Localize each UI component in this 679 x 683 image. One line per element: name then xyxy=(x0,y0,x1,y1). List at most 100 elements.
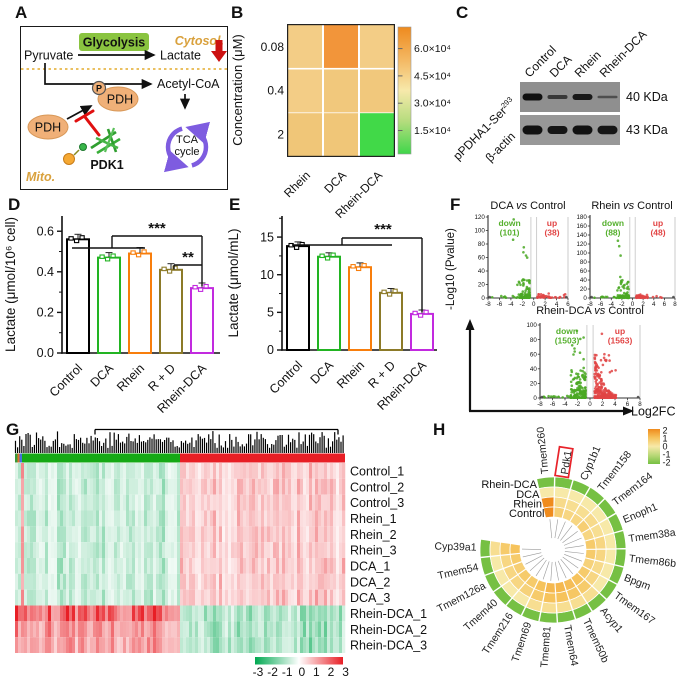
g-heatmap-cell xyxy=(183,589,187,606)
h-gene-label: Pdk1 xyxy=(559,450,575,476)
g-heatmap-cell xyxy=(201,510,205,527)
volcano-up-count: (38) xyxy=(544,228,559,238)
g-heatmap-cell xyxy=(231,463,235,479)
g-heatmap-cell xyxy=(54,478,58,495)
h-gene-label: Cyp39a1 xyxy=(434,540,477,553)
g-heatmap-cell xyxy=(276,526,280,543)
volcano-xtick-label: -4 xyxy=(508,301,514,308)
g-heatmap-cell xyxy=(36,589,40,606)
g-heatmap-cell xyxy=(315,542,319,558)
volcano-point xyxy=(569,388,573,391)
g-heatmap-cell xyxy=(318,637,322,653)
g-heatmap-cell xyxy=(42,558,46,574)
g-heatmap-cell xyxy=(48,478,52,495)
volcano-xtick-label: -2 xyxy=(520,301,526,308)
g-heatmap-cell xyxy=(63,558,67,574)
g-heatmap-cell xyxy=(201,478,205,495)
g-heatmap-cell xyxy=(99,589,103,606)
g-heatmap-cell xyxy=(264,605,268,622)
h-center-dendrogram-line xyxy=(549,519,553,539)
g-heatmap-cell xyxy=(234,510,238,527)
bar-data-point xyxy=(135,252,142,258)
g-heatmap-cell xyxy=(111,542,115,558)
g-heatmap-cell xyxy=(42,605,46,622)
g-heatmap-cell xyxy=(213,558,217,574)
g-heatmap-cell xyxy=(63,510,67,527)
volcano-point xyxy=(616,239,620,242)
g-heatmap-cell xyxy=(36,494,40,511)
g-heatmap-cell xyxy=(39,478,43,495)
g-heatmap-cell xyxy=(141,621,145,638)
g-heatmap-cell xyxy=(120,573,124,590)
g-heatmap-cell xyxy=(249,510,253,527)
b-ytick-label: 0.08 xyxy=(261,40,285,54)
h-ring-segment xyxy=(489,540,502,557)
g-heatmap-cell xyxy=(30,478,34,495)
g-heatmap-cell xyxy=(339,573,343,590)
g-heatmap-cell xyxy=(183,494,187,511)
g-heatmap-cell xyxy=(21,526,25,543)
g-heatmap-cell xyxy=(213,605,217,622)
g-heatmap-cell xyxy=(171,478,175,495)
g-heatmap-cell xyxy=(150,463,154,479)
g-heatmap-cell xyxy=(102,463,106,479)
g-heatmap-cell xyxy=(48,621,52,638)
g-heatmap-cell xyxy=(87,510,91,527)
g-heatmap-cell xyxy=(159,573,163,590)
g-heatmap-cell xyxy=(210,621,214,638)
bar-xtick-label: DCA xyxy=(308,358,337,387)
g-heatmap-cell xyxy=(333,573,337,590)
g-heatmap-cell xyxy=(246,637,250,653)
panel-h-circular-heatmap: Tmem260 Pdk1 Cyp1b1Tmem158Tmem164Enoph1Tme… xyxy=(434,426,676,669)
g-heatmap-cell xyxy=(162,478,166,495)
g-heatmap-cell xyxy=(21,605,25,622)
g-heatmap-cell xyxy=(63,637,67,653)
g-heatmap-cell xyxy=(219,526,223,543)
g-heatmap-cell xyxy=(147,621,151,638)
bar-ytick-label: 0.6 xyxy=(37,224,54,238)
g-heatmap-cell xyxy=(48,510,52,527)
g-heatmap-cell xyxy=(39,494,43,511)
h-legend-bar xyxy=(648,429,660,464)
g-heatmap-cell xyxy=(39,573,43,590)
g-heatmap-cell xyxy=(156,510,160,527)
g-heatmap-cell xyxy=(216,463,220,479)
g-heatmap-cell xyxy=(225,621,229,638)
g-heatmap-cell xyxy=(27,605,31,622)
g-heatmap-cell xyxy=(18,558,22,574)
g-heatmap-cell xyxy=(180,637,184,653)
g-heatmap-cell xyxy=(315,478,319,495)
g-heatmap-cell xyxy=(267,589,271,606)
g-heatmap-cell xyxy=(123,558,127,574)
g-heatmap-cell xyxy=(117,558,121,574)
volcano-point xyxy=(525,285,529,289)
g-heatmap-cell xyxy=(18,573,22,590)
g-heatmap-cell xyxy=(108,510,112,527)
g-heatmap-cell xyxy=(168,542,172,558)
g-heatmap-cell xyxy=(342,558,346,574)
g-heatmap-cell xyxy=(165,605,169,622)
g-heatmap-cell xyxy=(282,463,286,479)
g-heatmap-cell xyxy=(225,526,229,543)
g-heatmap-cell xyxy=(288,589,292,606)
g-heatmap-cell xyxy=(327,510,331,527)
g-heatmap-cell xyxy=(171,573,175,590)
h-gene-label: Acyp1 xyxy=(597,605,625,635)
g-heatmap-cell xyxy=(189,494,193,511)
g-heatmap-cell xyxy=(81,526,85,543)
bar-data-point xyxy=(79,235,85,240)
g-heatmap-cell xyxy=(288,526,292,543)
g-heatmap-cell xyxy=(123,542,127,558)
g-heatmap-cell xyxy=(276,605,280,622)
g-heatmap-cell xyxy=(15,637,19,653)
bar-data-point xyxy=(330,252,336,258)
volcano-point xyxy=(542,395,546,399)
g-heatmap-cell xyxy=(99,573,103,590)
g-heatmap-cell xyxy=(189,621,193,638)
h-ring-segment xyxy=(594,548,607,563)
g-heatmap-cell xyxy=(204,605,208,622)
g-heatmap-cell xyxy=(153,494,157,511)
g-heatmap-cell xyxy=(270,510,274,527)
g-heatmap-cell xyxy=(90,589,94,606)
